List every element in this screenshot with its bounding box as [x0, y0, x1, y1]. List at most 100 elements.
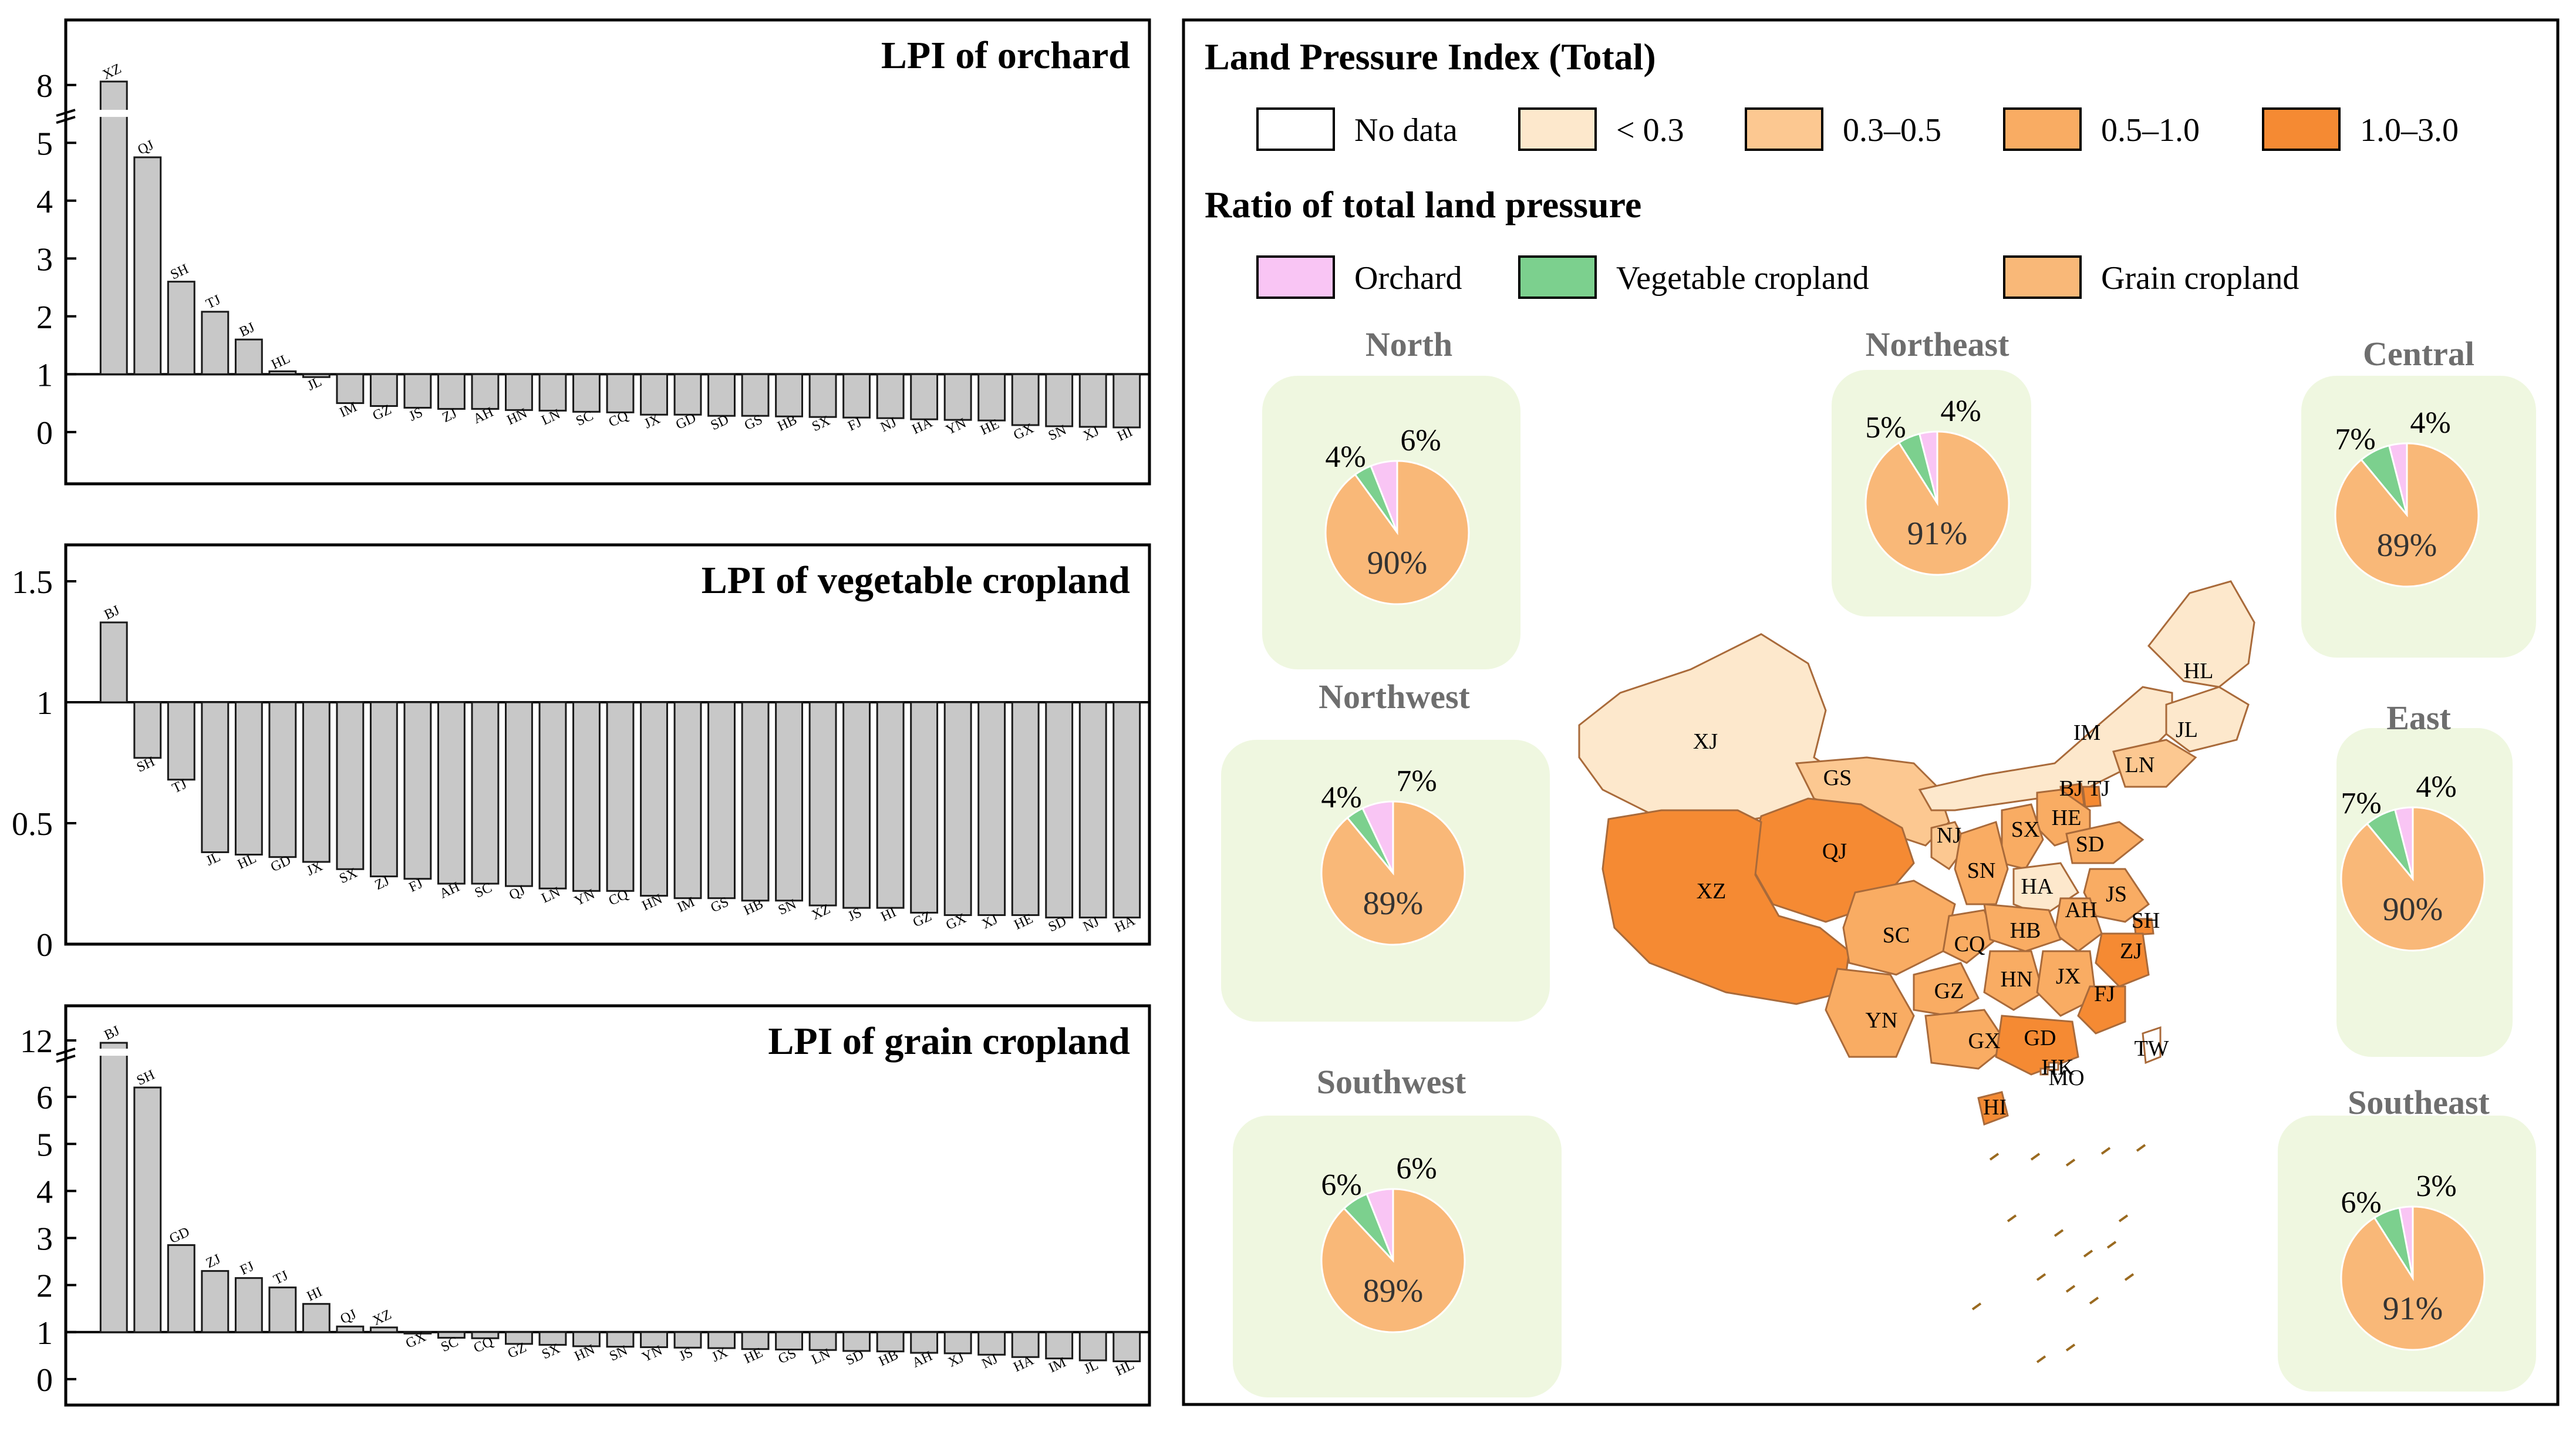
province-label: IM: [2073, 720, 2100, 745]
bar: [234, 1277, 263, 1333]
bar: [707, 701, 736, 900]
bar: [1112, 373, 1141, 429]
pie-label-grain: 90%: [2383, 891, 2443, 928]
region-name: Southeast: [2348, 1083, 2490, 1121]
bar: [167, 281, 195, 375]
bar: [842, 1331, 871, 1352]
bar-label: BJ: [102, 603, 122, 623]
province-label: XZ: [1697, 879, 1727, 904]
bar: [369, 1326, 398, 1333]
pie-label-grain: 91%: [2383, 1291, 2443, 1327]
bar: [640, 701, 668, 897]
pie-label-vegetable: 6%: [2341, 1186, 2381, 1220]
island-mark: [2124, 1273, 2135, 1281]
bar: [538, 373, 567, 412]
province-label: AH: [2065, 898, 2098, 922]
pie-slice-grain: [1320, 800, 1466, 946]
bar: [133, 156, 162, 375]
pie-southeast: Southeast 3% 6% 91%: [2278, 1083, 2536, 1392]
pie-label-vegetable: 7%: [2335, 423, 2375, 456]
island-mark: [2065, 1158, 2076, 1167]
province-gz: [1913, 962, 1980, 1017]
y-tick-label: 1: [36, 357, 53, 393]
bar-break: [98, 1049, 130, 1056]
y-tick-label: 0.5: [12, 806, 53, 843]
axis-break-mark: [56, 109, 76, 117]
bar-label: QJ: [338, 1306, 359, 1327]
bar-label: BJ: [102, 1023, 122, 1043]
province-label: SH: [2132, 908, 2160, 933]
pie-slice-grain: [2340, 806, 2486, 952]
legend-swatch: [1256, 255, 1335, 299]
pie-label-vegetable: 6%: [1321, 1168, 1361, 1202]
region-name: East: [2386, 699, 2451, 737]
pie-label-orchard: 4%: [2410, 406, 2450, 440]
legend-swatch: [2262, 107, 2341, 151]
axis-break-mark: [56, 116, 76, 124]
bar-label: SH: [168, 261, 191, 283]
pie-slice-grain: [2334, 442, 2480, 588]
bar: [673, 373, 702, 416]
bar: [707, 1331, 736, 1349]
province-label: ZJ: [2120, 939, 2142, 964]
legend-total-title: Land Pressure Index (Total): [1205, 36, 1656, 78]
province-label: NJ: [1937, 823, 1961, 848]
legend-swatch: [1256, 107, 1335, 151]
province-sh: [2133, 918, 2154, 936]
bar: [505, 1331, 533, 1345]
bar-label: XZ: [100, 61, 124, 83]
bar: [572, 373, 601, 413]
province-hb: [1983, 903, 2062, 952]
province-jx: [2036, 950, 2097, 1017]
island-mark: [2065, 1343, 2076, 1352]
pie-central: Central 4% 7% 89%: [2301, 335, 2536, 658]
bar: [808, 373, 837, 418]
legend-label: 0.5–1.0: [2101, 112, 2200, 149]
chart-frame: [64, 543, 1151, 946]
bar: [741, 701, 770, 902]
pie-slice-grain: [2340, 1205, 2486, 1351]
y-tick-label: 0: [36, 1362, 53, 1399]
province-hi: [1977, 1091, 2009, 1126]
bar: [471, 373, 500, 410]
y-tick-label: 2: [36, 1268, 53, 1305]
bar: [471, 701, 500, 885]
bar: [538, 1331, 567, 1346]
province-label: HE: [2052, 806, 2082, 830]
province-label: HI: [1983, 1095, 2007, 1120]
bar: [99, 621, 128, 703]
island-mark: [2106, 1241, 2117, 1249]
bar: [572, 1331, 601, 1348]
bar: [1011, 1331, 1040, 1358]
bar: [606, 373, 635, 413]
province-label: MO: [2048, 1066, 2084, 1090]
island-mark: [2136, 1144, 2146, 1152]
province-tj: [2082, 786, 2102, 808]
pie-slice-grain: [1320, 1188, 1466, 1333]
province-label: FJ: [2094, 982, 2115, 1006]
legend-ratio-title: Ratio of total land pressure: [1205, 184, 1641, 225]
bar: [943, 1331, 972, 1355]
province-label: JS: [2106, 882, 2127, 907]
y-tick-label: 8: [36, 68, 53, 105]
bar: [133, 701, 162, 759]
bar: [943, 373, 972, 421]
bar: [842, 701, 871, 909]
region-name: Southwest: [1317, 1063, 1466, 1101]
bar: [336, 1325, 365, 1333]
legend-swatch: [1745, 107, 1823, 151]
bar: [977, 1331, 1006, 1356]
province-label: CQ: [1954, 932, 1985, 956]
province-ln: [2112, 739, 2197, 788]
legend-swatch: [2003, 255, 2082, 299]
island-mark: [2036, 1273, 2046, 1281]
bar: [234, 338, 263, 375]
bar: [876, 1331, 905, 1353]
province-label: HL: [2184, 659, 2214, 683]
bar: [1078, 701, 1107, 919]
y-tick-label: 1: [36, 1315, 53, 1352]
province-label: YN: [1866, 1008, 1898, 1033]
bar: [403, 1331, 432, 1335]
bar: [505, 373, 533, 411]
